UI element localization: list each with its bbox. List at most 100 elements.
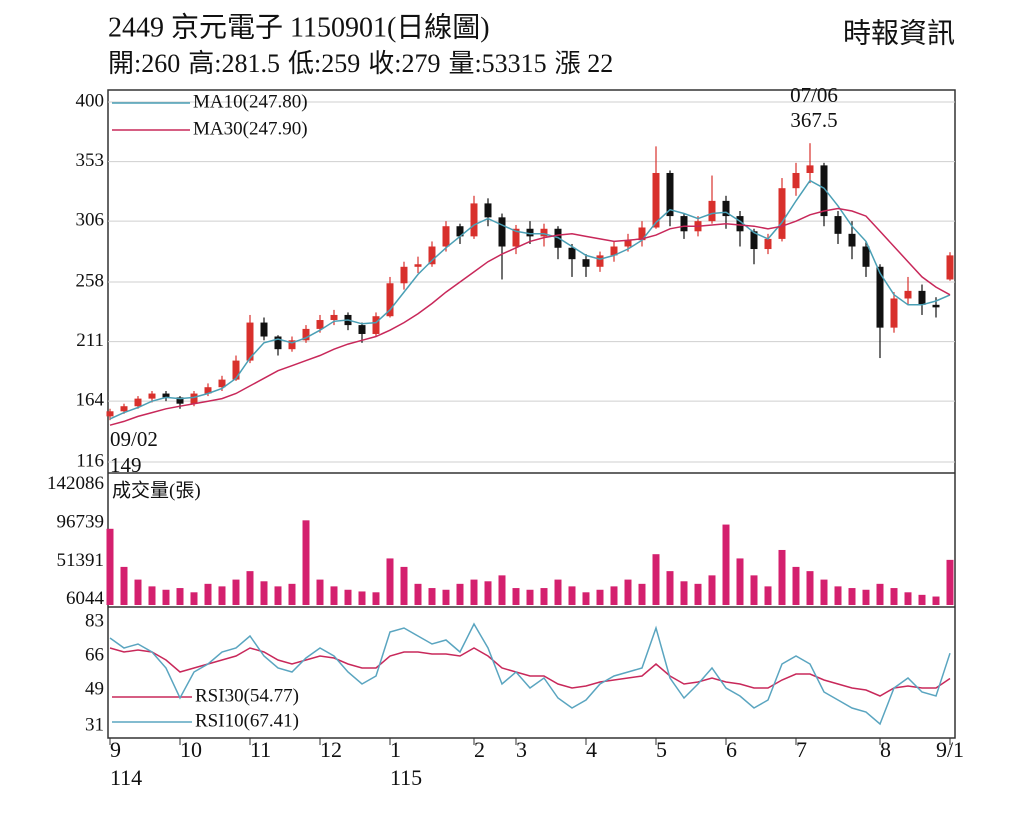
candle-body (498, 217, 506, 247)
volume-bar (330, 586, 338, 605)
candle-body (736, 216, 744, 232)
y-tick-label: 258 (76, 270, 105, 291)
candle-body (470, 203, 478, 237)
volume-bar (344, 589, 352, 605)
year-label: 114 (110, 765, 142, 790)
volume-bar (946, 559, 954, 605)
candle-body (568, 247, 576, 260)
x-tick-label: 1 (390, 737, 401, 762)
volume-bar (218, 586, 226, 605)
candle-body (778, 188, 786, 239)
candle-body (400, 266, 408, 284)
x-tick-label: 10 (180, 737, 202, 762)
candle-body (876, 266, 884, 328)
candle-body (918, 290, 926, 305)
candle-body (834, 216, 842, 234)
candle-body (904, 290, 912, 299)
volume-bar (358, 591, 366, 605)
annotation-value: 367.5 (790, 108, 837, 132)
volume-bar (386, 558, 394, 605)
candle-body (148, 393, 156, 399)
volume-bar (428, 588, 436, 605)
y-tick-label: 142086 (47, 473, 104, 494)
candle-body (792, 172, 800, 189)
volume-bar (680, 581, 688, 605)
quote-label: 收: (368, 49, 401, 78)
candle-body (722, 200, 730, 217)
x-tick-label: 8 (880, 737, 891, 762)
legend-label: RSI10(67.41) (195, 710, 299, 731)
volume-bar (106, 528, 114, 605)
candle-body (540, 228, 548, 237)
candle-body (386, 283, 394, 317)
candle-body (232, 360, 240, 380)
volume-bar (162, 589, 170, 605)
y-tick-label: 306 (76, 210, 105, 231)
volume-bar (876, 583, 884, 605)
volume-bar (834, 586, 842, 605)
y-tick-label: 83 (85, 610, 104, 631)
candle-body (596, 255, 604, 267)
x-tick-label: 12 (320, 737, 342, 762)
candle-body (666, 172, 674, 217)
quote-value: 53315 (482, 49, 547, 78)
rsi-line (109, 647, 951, 697)
volume-bar (484, 581, 492, 605)
candle-body (120, 406, 128, 412)
candle-body (372, 316, 380, 334)
volume-bar (246, 571, 254, 605)
annotation-value: 149 (110, 453, 142, 477)
year-label: 115 (390, 765, 422, 790)
volume-bar (540, 588, 548, 605)
volume-bar (890, 588, 898, 605)
volume-bar (610, 586, 618, 605)
volume-bar (204, 583, 212, 605)
candle-body (288, 340, 296, 350)
legend-label: MA30(247.90) (193, 118, 308, 139)
volume-bar (904, 592, 912, 605)
volume-bar (498, 575, 506, 605)
x-tick-label: 2 (474, 737, 485, 762)
candle-body (484, 203, 492, 218)
volume-bar (694, 583, 702, 605)
y-tick-label: 6044 (66, 588, 105, 609)
candle-body (134, 398, 142, 407)
y-tick-label: 96739 (57, 511, 105, 532)
volume-bar (862, 589, 870, 605)
ma-line (109, 207, 951, 426)
quote-label: 高: (188, 49, 221, 78)
candle-body (260, 322, 268, 337)
y-tick-label: 116 (76, 450, 104, 471)
candle-body (764, 238, 772, 250)
candle-body (890, 298, 898, 328)
quote-value: 279 (401, 49, 440, 78)
y-tick-label: 31 (85, 714, 104, 735)
quote-value: 260 (141, 49, 180, 78)
quote-label: 開: (108, 49, 141, 78)
candle-body (526, 228, 534, 237)
candle-body (204, 387, 212, 394)
annotation-date: 09/02 (110, 427, 158, 451)
candle-body (582, 259, 590, 267)
y-tick-label: 49 (85, 678, 104, 699)
volume-bar (722, 524, 730, 605)
volume-bar (638, 583, 646, 605)
candle-body (414, 264, 422, 267)
rsi-line (109, 622, 951, 726)
candle-body (806, 165, 814, 173)
legend-label: MA10(247.80) (193, 91, 308, 112)
candle-body (302, 328, 310, 341)
panel-label: 成交量(張) (112, 479, 201, 501)
quote-label: 量: (448, 49, 481, 78)
candle-body (652, 172, 660, 228)
volume-bar (456, 583, 464, 605)
volume-bar (288, 583, 296, 605)
candle-body (106, 411, 114, 417)
candle-body (624, 240, 632, 247)
volume-bar (750, 575, 758, 605)
candle-body (820, 165, 828, 217)
x-tick-label: 5 (656, 737, 667, 762)
candle-body (190, 393, 198, 404)
volume-bar (652, 554, 660, 605)
